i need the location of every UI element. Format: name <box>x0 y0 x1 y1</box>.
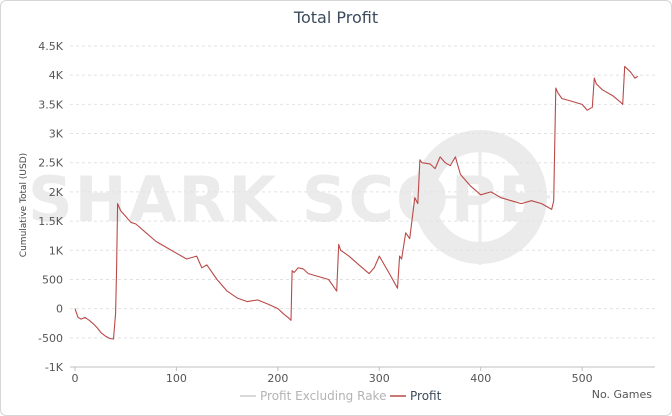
y-tick-label: 1.5K <box>38 215 63 228</box>
x-tick-label: 400 <box>470 372 491 385</box>
y-tick-label: 4.5K <box>38 40 63 53</box>
x-tick-label: 500 <box>572 372 593 385</box>
y-tick-label: -1K <box>45 361 64 374</box>
x-tick-label: 300 <box>369 372 390 385</box>
y-tick-label: 4K <box>49 69 64 82</box>
watermark-text: SHARK SCOPE <box>28 163 543 236</box>
y-tick-label: 2K <box>49 186 64 199</box>
y-tick-label: 2.5K <box>38 157 63 170</box>
x-tick-label: 0 <box>72 372 79 385</box>
y-tick-label: -500 <box>38 332 63 345</box>
chart-title: Total Profit <box>293 8 379 27</box>
legend-item[interactable]: Profit Excluding Rake <box>260 389 386 403</box>
legend-item[interactable]: Profit <box>410 389 442 403</box>
y-tick-label: 3K <box>49 128 64 141</box>
y-tick-label: 500 <box>42 273 63 286</box>
y-axis-title: Cumulative Total (USD) <box>19 153 29 257</box>
x-tick-label: 100 <box>166 372 187 385</box>
watermark-scope-icon <box>410 130 550 265</box>
y-tick-label: 3.5K <box>38 98 63 111</box>
y-tick-label: 0 <box>56 303 63 316</box>
x-tick-label: 200 <box>267 372 288 385</box>
y-tick-label: 1K <box>49 244 64 257</box>
series-line-1 <box>74 65 639 340</box>
x-axis-title: No. Games <box>592 388 653 401</box>
